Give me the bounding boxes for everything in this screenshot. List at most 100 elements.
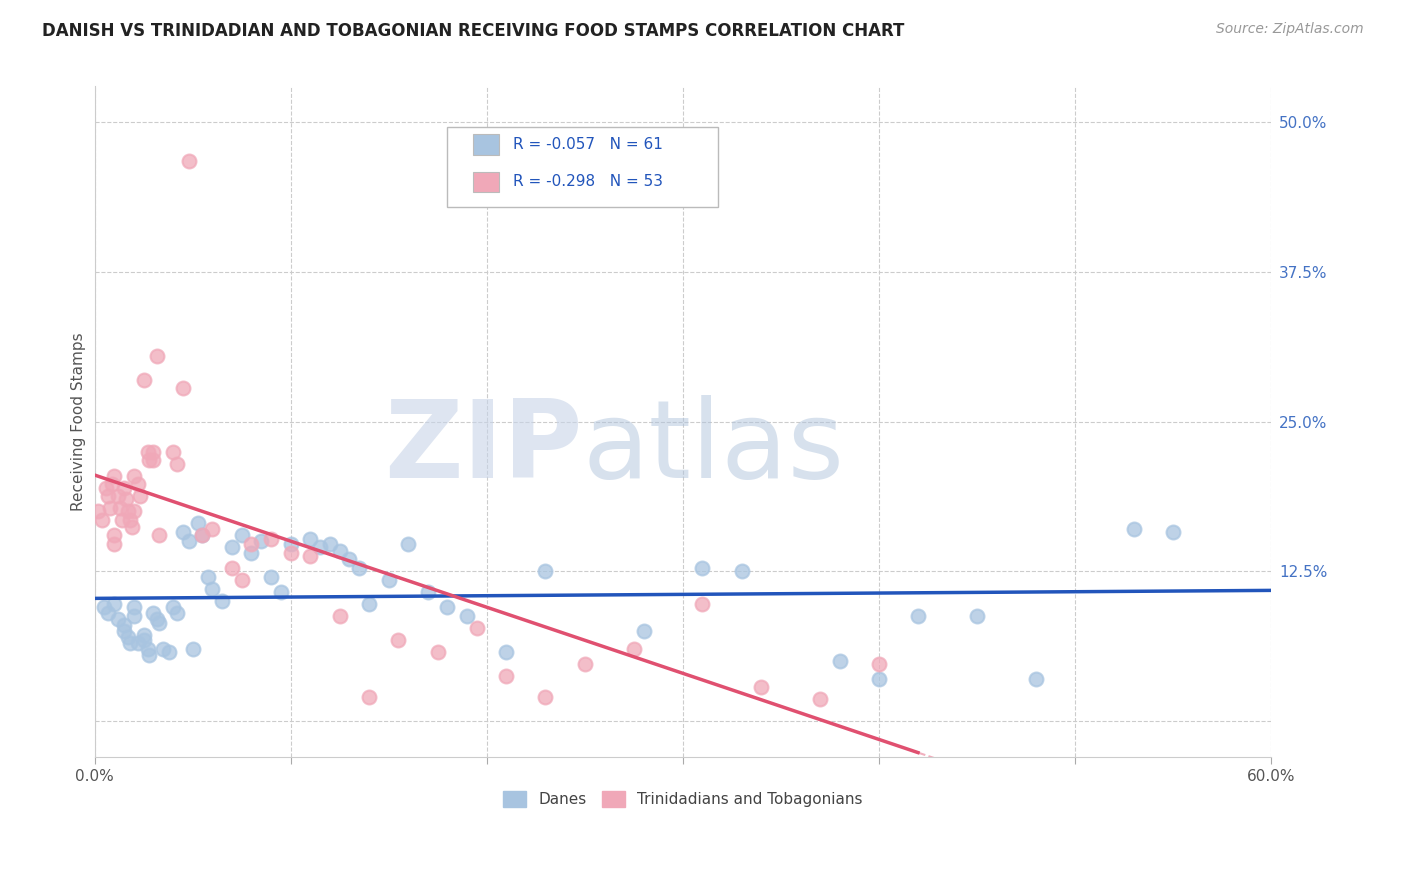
Point bbox=[692, 597, 714, 611]
Point bbox=[162, 600, 184, 615]
Point bbox=[966, 608, 988, 623]
Point bbox=[127, 636, 149, 650]
Point bbox=[138, 648, 160, 662]
Text: R = -0.057   N = 61: R = -0.057 N = 61 bbox=[513, 137, 664, 152]
Point bbox=[907, 608, 929, 623]
Point bbox=[97, 607, 120, 621]
Point bbox=[201, 523, 224, 537]
Point bbox=[103, 468, 125, 483]
Point bbox=[534, 565, 557, 579]
Point bbox=[103, 537, 125, 551]
Point bbox=[122, 600, 145, 615]
Point bbox=[97, 489, 120, 503]
Point bbox=[91, 513, 114, 527]
Point bbox=[260, 570, 283, 584]
Point bbox=[187, 516, 209, 531]
Point bbox=[128, 489, 150, 503]
Legend: Danes, Trinidadians and Tobagonians: Danes, Trinidadians and Tobagonians bbox=[496, 785, 869, 813]
Point bbox=[122, 504, 145, 518]
Point bbox=[122, 468, 145, 483]
Point bbox=[436, 600, 458, 615]
Point bbox=[162, 444, 184, 458]
Point bbox=[240, 537, 263, 551]
Bar bbox=[474, 171, 499, 193]
Point bbox=[112, 624, 135, 639]
Point bbox=[122, 608, 145, 623]
Point bbox=[387, 632, 409, 647]
Point bbox=[138, 453, 160, 467]
Point bbox=[495, 644, 517, 658]
Point bbox=[633, 624, 655, 639]
Point bbox=[152, 642, 174, 657]
Text: atlas: atlas bbox=[582, 395, 845, 501]
Y-axis label: Receiving Food Stamps: Receiving Food Stamps bbox=[72, 333, 86, 511]
Point bbox=[132, 373, 155, 387]
Point bbox=[148, 528, 170, 542]
Point bbox=[221, 541, 243, 555]
Point bbox=[136, 444, 159, 458]
Point bbox=[148, 615, 170, 630]
Point bbox=[117, 630, 139, 644]
Text: ZIP: ZIP bbox=[384, 395, 582, 501]
Point bbox=[136, 642, 159, 657]
Point bbox=[456, 608, 478, 623]
Point bbox=[1025, 672, 1047, 686]
Point bbox=[191, 528, 214, 542]
Point bbox=[142, 607, 165, 621]
Point bbox=[868, 672, 890, 686]
Point bbox=[118, 513, 141, 527]
Point bbox=[108, 500, 131, 515]
Point bbox=[166, 607, 188, 621]
Point bbox=[177, 534, 200, 549]
Point bbox=[623, 642, 645, 657]
Point bbox=[103, 528, 125, 542]
Point bbox=[396, 537, 419, 551]
Point bbox=[280, 546, 302, 560]
Point bbox=[172, 381, 194, 395]
Point bbox=[319, 537, 342, 551]
Text: Source: ZipAtlas.com: Source: ZipAtlas.com bbox=[1216, 22, 1364, 37]
Point bbox=[240, 546, 263, 560]
Point bbox=[177, 153, 200, 168]
Point bbox=[416, 584, 439, 599]
Text: DANISH VS TRINIDADIAN AND TOBAGONIAN RECEIVING FOOD STAMPS CORRELATION CHART: DANISH VS TRINIDADIAN AND TOBAGONIAN REC… bbox=[42, 22, 904, 40]
Point bbox=[692, 560, 714, 574]
Point bbox=[211, 594, 233, 608]
Point bbox=[309, 541, 332, 555]
Point bbox=[132, 628, 155, 642]
Point bbox=[112, 481, 135, 495]
Point bbox=[117, 504, 139, 518]
Point bbox=[868, 657, 890, 671]
Point bbox=[357, 597, 380, 611]
Bar bbox=[474, 134, 499, 154]
Point bbox=[121, 520, 143, 534]
Point bbox=[260, 532, 283, 546]
Point bbox=[377, 573, 399, 587]
Point bbox=[127, 477, 149, 491]
Point bbox=[181, 642, 204, 657]
Point bbox=[115, 492, 138, 507]
Point bbox=[465, 621, 488, 635]
Point bbox=[495, 668, 517, 682]
Text: R = -0.298   N = 53: R = -0.298 N = 53 bbox=[513, 175, 664, 189]
Point bbox=[231, 528, 253, 542]
Point bbox=[166, 457, 188, 471]
Point bbox=[107, 612, 129, 626]
Point bbox=[197, 570, 219, 584]
Point bbox=[808, 692, 831, 706]
Point bbox=[329, 608, 352, 623]
Point bbox=[132, 632, 155, 647]
Point bbox=[112, 618, 135, 632]
Point bbox=[146, 349, 169, 363]
Point bbox=[87, 504, 110, 518]
Point bbox=[828, 654, 851, 668]
Point bbox=[98, 500, 121, 515]
FancyBboxPatch shape bbox=[447, 127, 718, 207]
Point bbox=[96, 481, 118, 495]
Point bbox=[299, 532, 322, 546]
Point bbox=[329, 544, 352, 558]
Point bbox=[93, 600, 115, 615]
Point bbox=[250, 534, 273, 549]
Point bbox=[534, 690, 557, 704]
Point bbox=[339, 552, 361, 566]
